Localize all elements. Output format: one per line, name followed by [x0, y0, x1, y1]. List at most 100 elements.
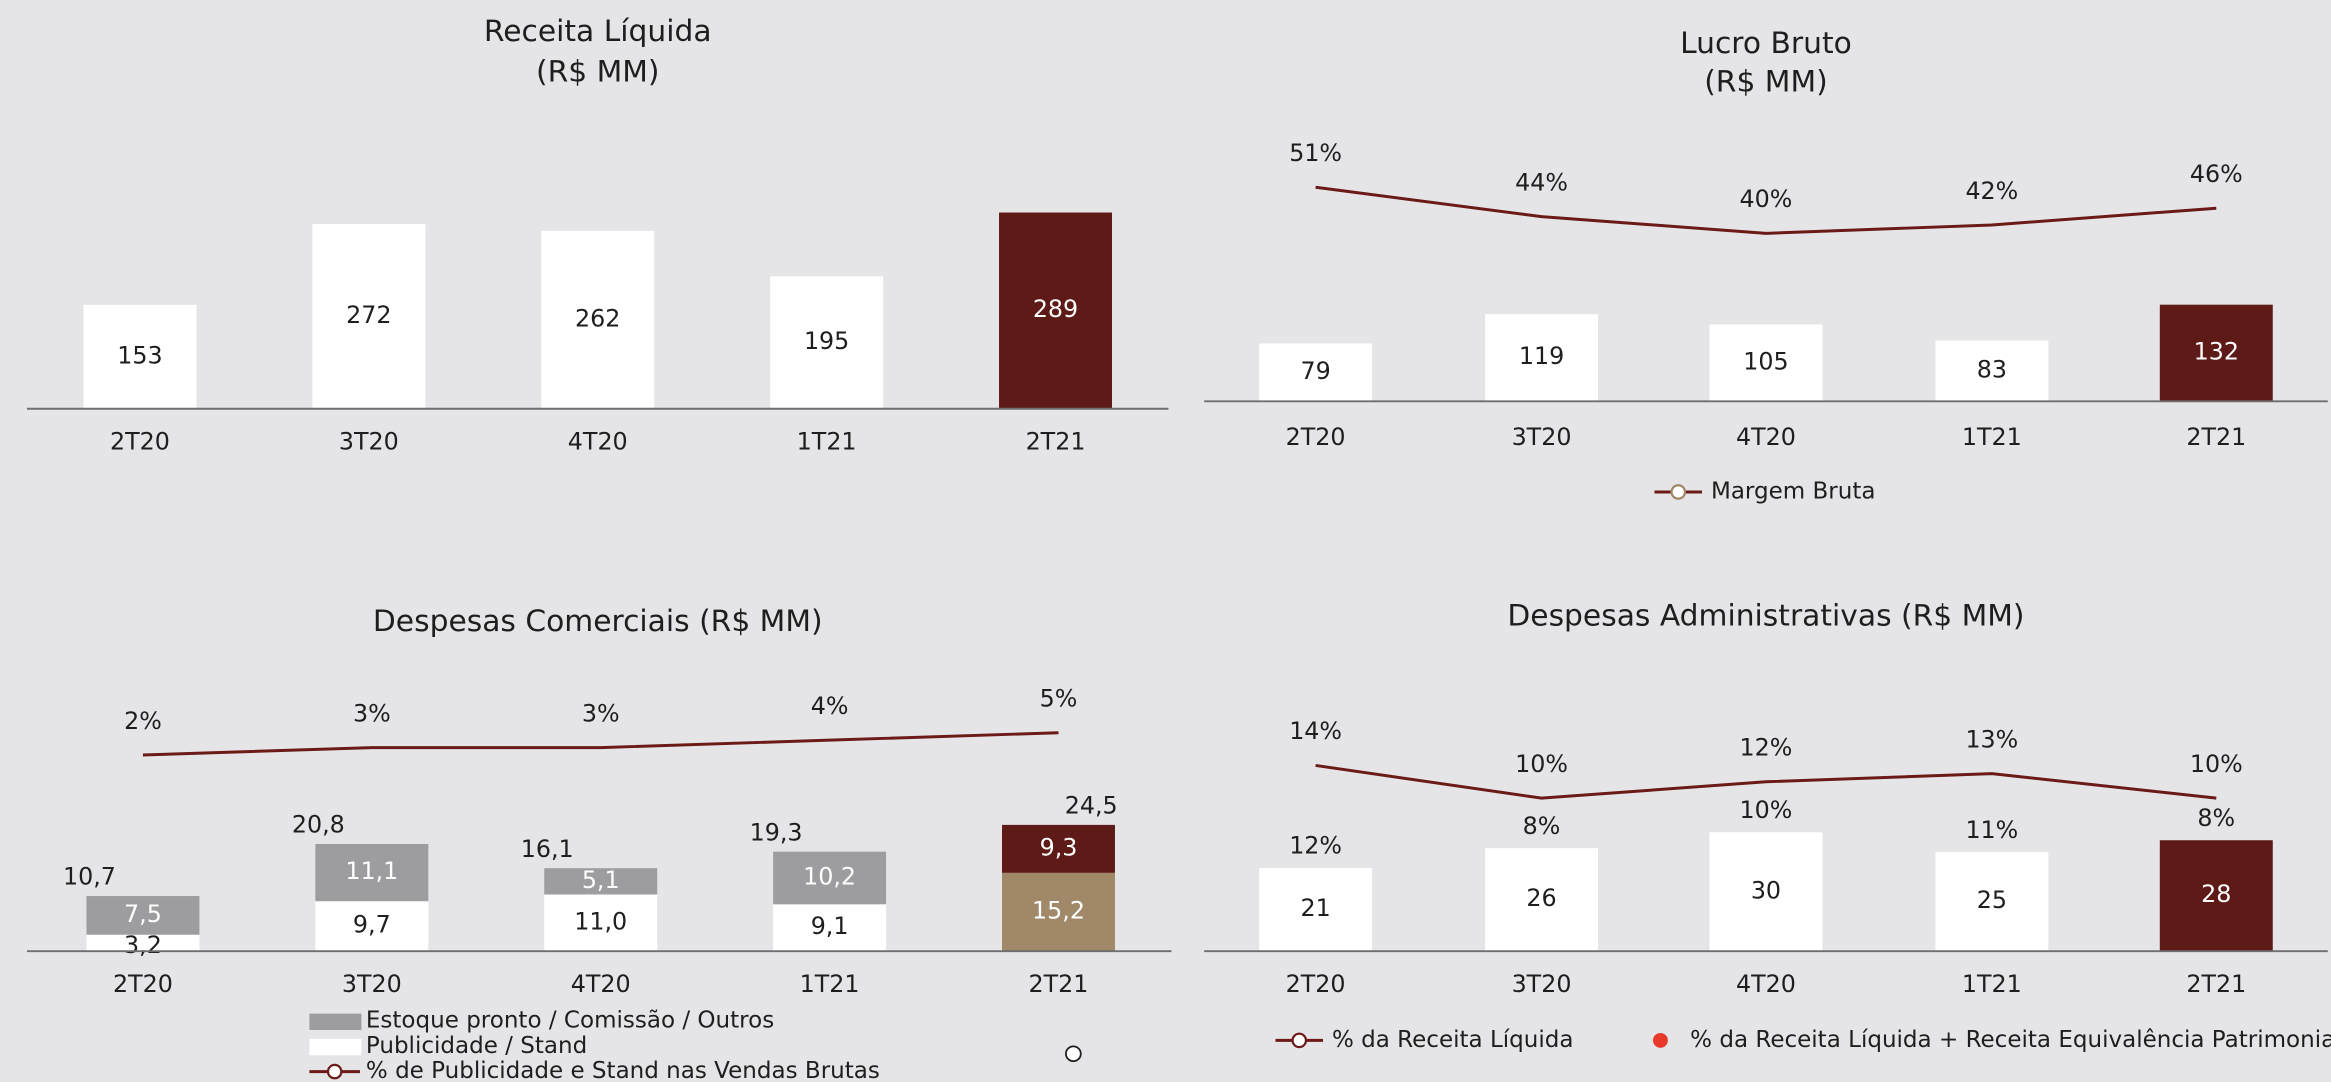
- x-tick-label: 3T20: [1512, 970, 1572, 998]
- segment-label: 15,2: [1032, 897, 1085, 925]
- x-tick-label: 3T20: [339, 427, 399, 455]
- bar: [1935, 852, 2049, 952]
- legend-marker: [1291, 1032, 1308, 1049]
- chart-title: Lucro Bruto: [1680, 26, 1852, 61]
- bar: [1485, 848, 1599, 952]
- x-tick-label: 1T21: [797, 427, 857, 455]
- x-tick-label: 2T20: [1286, 423, 1346, 451]
- bar: [312, 224, 426, 409]
- segment-label: 7,5: [124, 900, 162, 928]
- chart-subtitle: (R$ MM): [536, 54, 659, 89]
- x-tick-label: 2T20: [1286, 970, 1346, 998]
- legend-marker: [1065, 1045, 1082, 1063]
- data-label: 153: [117, 341, 162, 369]
- chart-title: Despesas Administrativas (R$ MM): [1507, 598, 2024, 633]
- stack-segment: [544, 894, 658, 952]
- segment-label: 9,3: [1040, 833, 1078, 861]
- line-label: 13%: [1965, 725, 2018, 753]
- total-label: 16,1: [521, 835, 574, 863]
- secondary-label: 8%: [2197, 804, 2235, 832]
- secondary-label: 8%: [1523, 812, 1561, 840]
- legend-swatch: [309, 1038, 362, 1056]
- line-label: 14%: [1289, 717, 1342, 745]
- x-tick-label: 4T20: [571, 970, 631, 998]
- data-label: 83: [1977, 355, 2007, 383]
- x-tick-label: 1T21: [800, 970, 860, 998]
- legend-label: % da Receita Líquida: [1332, 1027, 1574, 1053]
- stack-segment: [1002, 872, 1115, 952]
- line-label: 12%: [1740, 734, 1793, 762]
- data-label: 272: [346, 301, 391, 329]
- bar: [999, 212, 1112, 409]
- bar: [2159, 840, 2273, 952]
- line-label: 40%: [1740, 185, 1793, 213]
- data-label: 79: [1300, 357, 1330, 385]
- stack-segment: [86, 896, 200, 935]
- segment-label: 9,1: [811, 912, 849, 940]
- data-label: 26: [1526, 884, 1556, 912]
- bar: [83, 304, 197, 409]
- stack-segment: [315, 901, 429, 952]
- x-tick-label: 2T21: [1029, 970, 1089, 998]
- secondary-label: 11%: [1965, 816, 2018, 844]
- total-label: 20,8: [292, 811, 345, 839]
- bar: [1709, 832, 1823, 952]
- x-tick-label: 1T21: [1962, 423, 2022, 451]
- line-series: [142, 731, 1059, 757]
- bar: [1935, 340, 2049, 402]
- line-label: 42%: [1965, 177, 2018, 205]
- line-label: 10%: [2190, 750, 2243, 778]
- legend-label: Estoque pronto / Comissão / Outros: [366, 1008, 774, 1034]
- legend-marker: [1670, 484, 1687, 500]
- data-label: 289: [1033, 295, 1078, 323]
- chart-title: Receita Líquida: [484, 14, 712, 49]
- data-label: 25: [1977, 886, 2007, 914]
- bar: [1709, 324, 1823, 402]
- line-label: 10%: [1515, 750, 1568, 778]
- data-label: 105: [1743, 347, 1788, 375]
- stack-segment: [773, 851, 887, 905]
- x-tick-label: 2T21: [1026, 427, 1086, 455]
- line-series: [1315, 763, 2217, 800]
- legend-label: % de Publicidade e Stand nas Vendas Brut…: [366, 1058, 880, 1082]
- line-label: 3%: [582, 699, 620, 727]
- total-label: 10,7: [63, 863, 116, 891]
- legend-label: Publicidade / Stand: [366, 1033, 587, 1059]
- total-label: 19,3: [750, 818, 803, 846]
- data-label: 21: [1300, 894, 1330, 922]
- segment-label: 5,1: [582, 866, 620, 894]
- bar: [770, 276, 884, 409]
- line-label: 51%: [1289, 139, 1342, 167]
- segment-label: 10,2: [803, 862, 856, 890]
- bar: [2159, 304, 2273, 402]
- segment-label: 11,1: [345, 857, 398, 885]
- x-tick-label: 2T20: [113, 970, 173, 998]
- stack-segment: [1002, 824, 1115, 873]
- data-label: 28: [2201, 880, 2231, 908]
- x-tick-label: 3T20: [342, 970, 402, 998]
- x-tick-label: 2T20: [110, 427, 170, 455]
- stack-segment: [315, 843, 429, 902]
- stack-segment: [86, 934, 200, 952]
- data-label: 119: [1519, 342, 1564, 370]
- bar: [1485, 314, 1599, 402]
- data-label: 262: [575, 304, 620, 332]
- line-label: 46%: [2190, 160, 2243, 188]
- x-tick-label: 4T20: [1736, 970, 1796, 998]
- segment-label: 9,7: [353, 911, 391, 939]
- data-label: 132: [2194, 337, 2239, 365]
- secondary-label: 10%: [1740, 796, 1793, 824]
- line-series: [1315, 185, 2217, 235]
- legend-marker: [326, 1063, 343, 1080]
- data-label: 195: [804, 327, 849, 355]
- x-tick-label: 4T20: [1736, 423, 1796, 451]
- legend-marker: [1652, 1032, 1668, 1048]
- x-tick-label: 1T21: [1962, 970, 2022, 998]
- x-tick-label: 2T21: [2186, 423, 2246, 451]
- chart-title: Despesas Comerciais (R$ MM): [373, 604, 823, 639]
- line-label: 2%: [124, 707, 162, 735]
- stack-segment: [773, 904, 887, 952]
- stack-segment: [544, 868, 658, 895]
